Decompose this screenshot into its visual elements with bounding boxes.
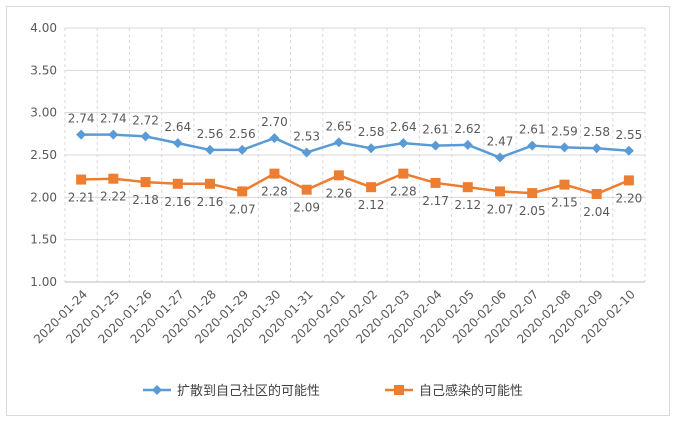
data-label: 2.12 (454, 198, 481, 212)
data-label: 2.61 (519, 123, 546, 137)
legend-item-1: 扩散到自己社区的可能性 (143, 383, 320, 399)
y-tick-label: 4.00 (30, 21, 57, 35)
data-point (205, 178, 215, 189)
line-chart: 1.00 1.50 2.00 2.50 3.00 3.50 4.00 2020-01-242… (30, 21, 646, 399)
legend-marker (394, 385, 404, 395)
data-point (366, 182, 377, 193)
series-1: 2.74 2.74 2.72 2.64 2.56 2.56 2.70 2.53 2.65 2.58… (68, 112, 642, 163)
series-group: 2.74 2.74 2.72 2.64 2.56 2.56 2.70 2.53 2.65 2.58… (68, 112, 642, 219)
data-label: 2.74 (100, 112, 127, 126)
data-label: 2.65 (326, 119, 353, 133)
data-label: 2.56 (197, 127, 224, 141)
data-label: 2.64 (164, 120, 191, 134)
data-label: 2.20 (616, 191, 643, 205)
series-line (81, 133, 629, 159)
data-label: 2.22 (100, 190, 127, 204)
data-label: 2.05 (519, 204, 546, 218)
y-tick-label: 1.00 (30, 275, 57, 289)
data-point (269, 168, 280, 179)
data-label: 2.58 (583, 125, 610, 139)
data-point (527, 140, 538, 151)
data-label: 2.16 (164, 195, 191, 209)
data-label: 2.70 (261, 115, 288, 129)
data-point (172, 138, 183, 149)
data-label: 2.07 (229, 202, 256, 216)
data-label: 2.74 (68, 112, 95, 126)
data-label: 2.59 (551, 124, 578, 138)
data-point (140, 131, 151, 142)
data-point (398, 138, 409, 149)
data-point (301, 184, 312, 195)
data-label: 2.09 (293, 201, 320, 215)
data-label: 2.12 (358, 198, 385, 212)
data-label: 2.18 (132, 193, 159, 207)
data-point (333, 137, 344, 148)
data-point (76, 129, 87, 140)
data-point (108, 173, 119, 184)
data-label: 2.62 (454, 122, 481, 136)
data-point (623, 145, 634, 156)
data-point (172, 178, 183, 189)
data-point (76, 174, 87, 185)
legend-item-2: 自己感染的可能性 (385, 383, 523, 399)
y-tick-label: 3.00 (30, 106, 57, 120)
y-tick-label: 2.50 (30, 148, 57, 162)
data-point (398, 168, 409, 179)
data-point (301, 147, 312, 158)
data-point (333, 170, 344, 181)
y-axis: 1.00 1.50 2.00 2.50 3.00 3.50 4.00 (30, 21, 57, 289)
data-point (140, 177, 151, 188)
data-label: 2.28 (390, 185, 417, 199)
series-line (81, 172, 630, 196)
data-label: 2.07 (487, 202, 514, 216)
legend-label: 自己感染的可能性 (419, 383, 523, 399)
data-label: 2.53 (293, 129, 320, 143)
data-label: 2.16 (197, 195, 224, 209)
data-label: 2.64 (390, 120, 417, 134)
data-point (623, 175, 634, 186)
chart-container: 1.00 1.50 2.00 2.50 3.00 3.50 4.00 2020-01-24 2… (6, 6, 670, 416)
data-label: 2.17 (422, 194, 449, 208)
data-label: 2.47 (487, 135, 514, 149)
data-label: 2.58 (358, 125, 385, 139)
data-point (495, 186, 505, 197)
data-point (269, 133, 280, 144)
data-label: 2.55 (616, 128, 643, 142)
data-label: 2.15 (551, 196, 578, 210)
legend-marker (152, 385, 162, 395)
legend: 扩散到自己社区的可能性 自己感染的可能性 (143, 383, 523, 399)
x-axis: 2020-01-242020-01-252020-01-262020-01-27… (31, 281, 645, 346)
data-label: 2.28 (261, 185, 288, 199)
data-point (430, 140, 441, 151)
data-point (237, 144, 248, 155)
data-point (462, 139, 473, 150)
data-point (205, 144, 215, 155)
data-label: 2.26 (326, 186, 353, 200)
data-point (559, 142, 570, 153)
data-label: 2.56 (229, 127, 256, 141)
gridlines (64, 27, 646, 283)
legend-label: 扩散到自己社区的可能性 (177, 383, 320, 399)
data-point (366, 143, 377, 154)
data-point (559, 179, 570, 190)
data-point (495, 152, 505, 163)
data-point (430, 177, 441, 188)
data-point (591, 143, 602, 154)
data-point (108, 129, 119, 140)
data-point (462, 182, 473, 193)
data-label: 2.72 (132, 113, 159, 127)
data-point (591, 188, 602, 199)
y-tick-label: 3.50 (30, 63, 57, 77)
data-point (237, 186, 248, 197)
series-2: 2.21 2.22 2.18 2.16 2.16 2.07 2.28 2.09 2.26 2.12… (68, 168, 643, 219)
data-point (527, 188, 538, 199)
data-label: 2.04 (583, 205, 610, 219)
data-label: 2.61 (422, 123, 449, 137)
y-tick-label: 1.50 (30, 233, 57, 247)
y-tick-label: 2.00 (30, 190, 57, 204)
data-label: 2.21 (68, 191, 95, 205)
